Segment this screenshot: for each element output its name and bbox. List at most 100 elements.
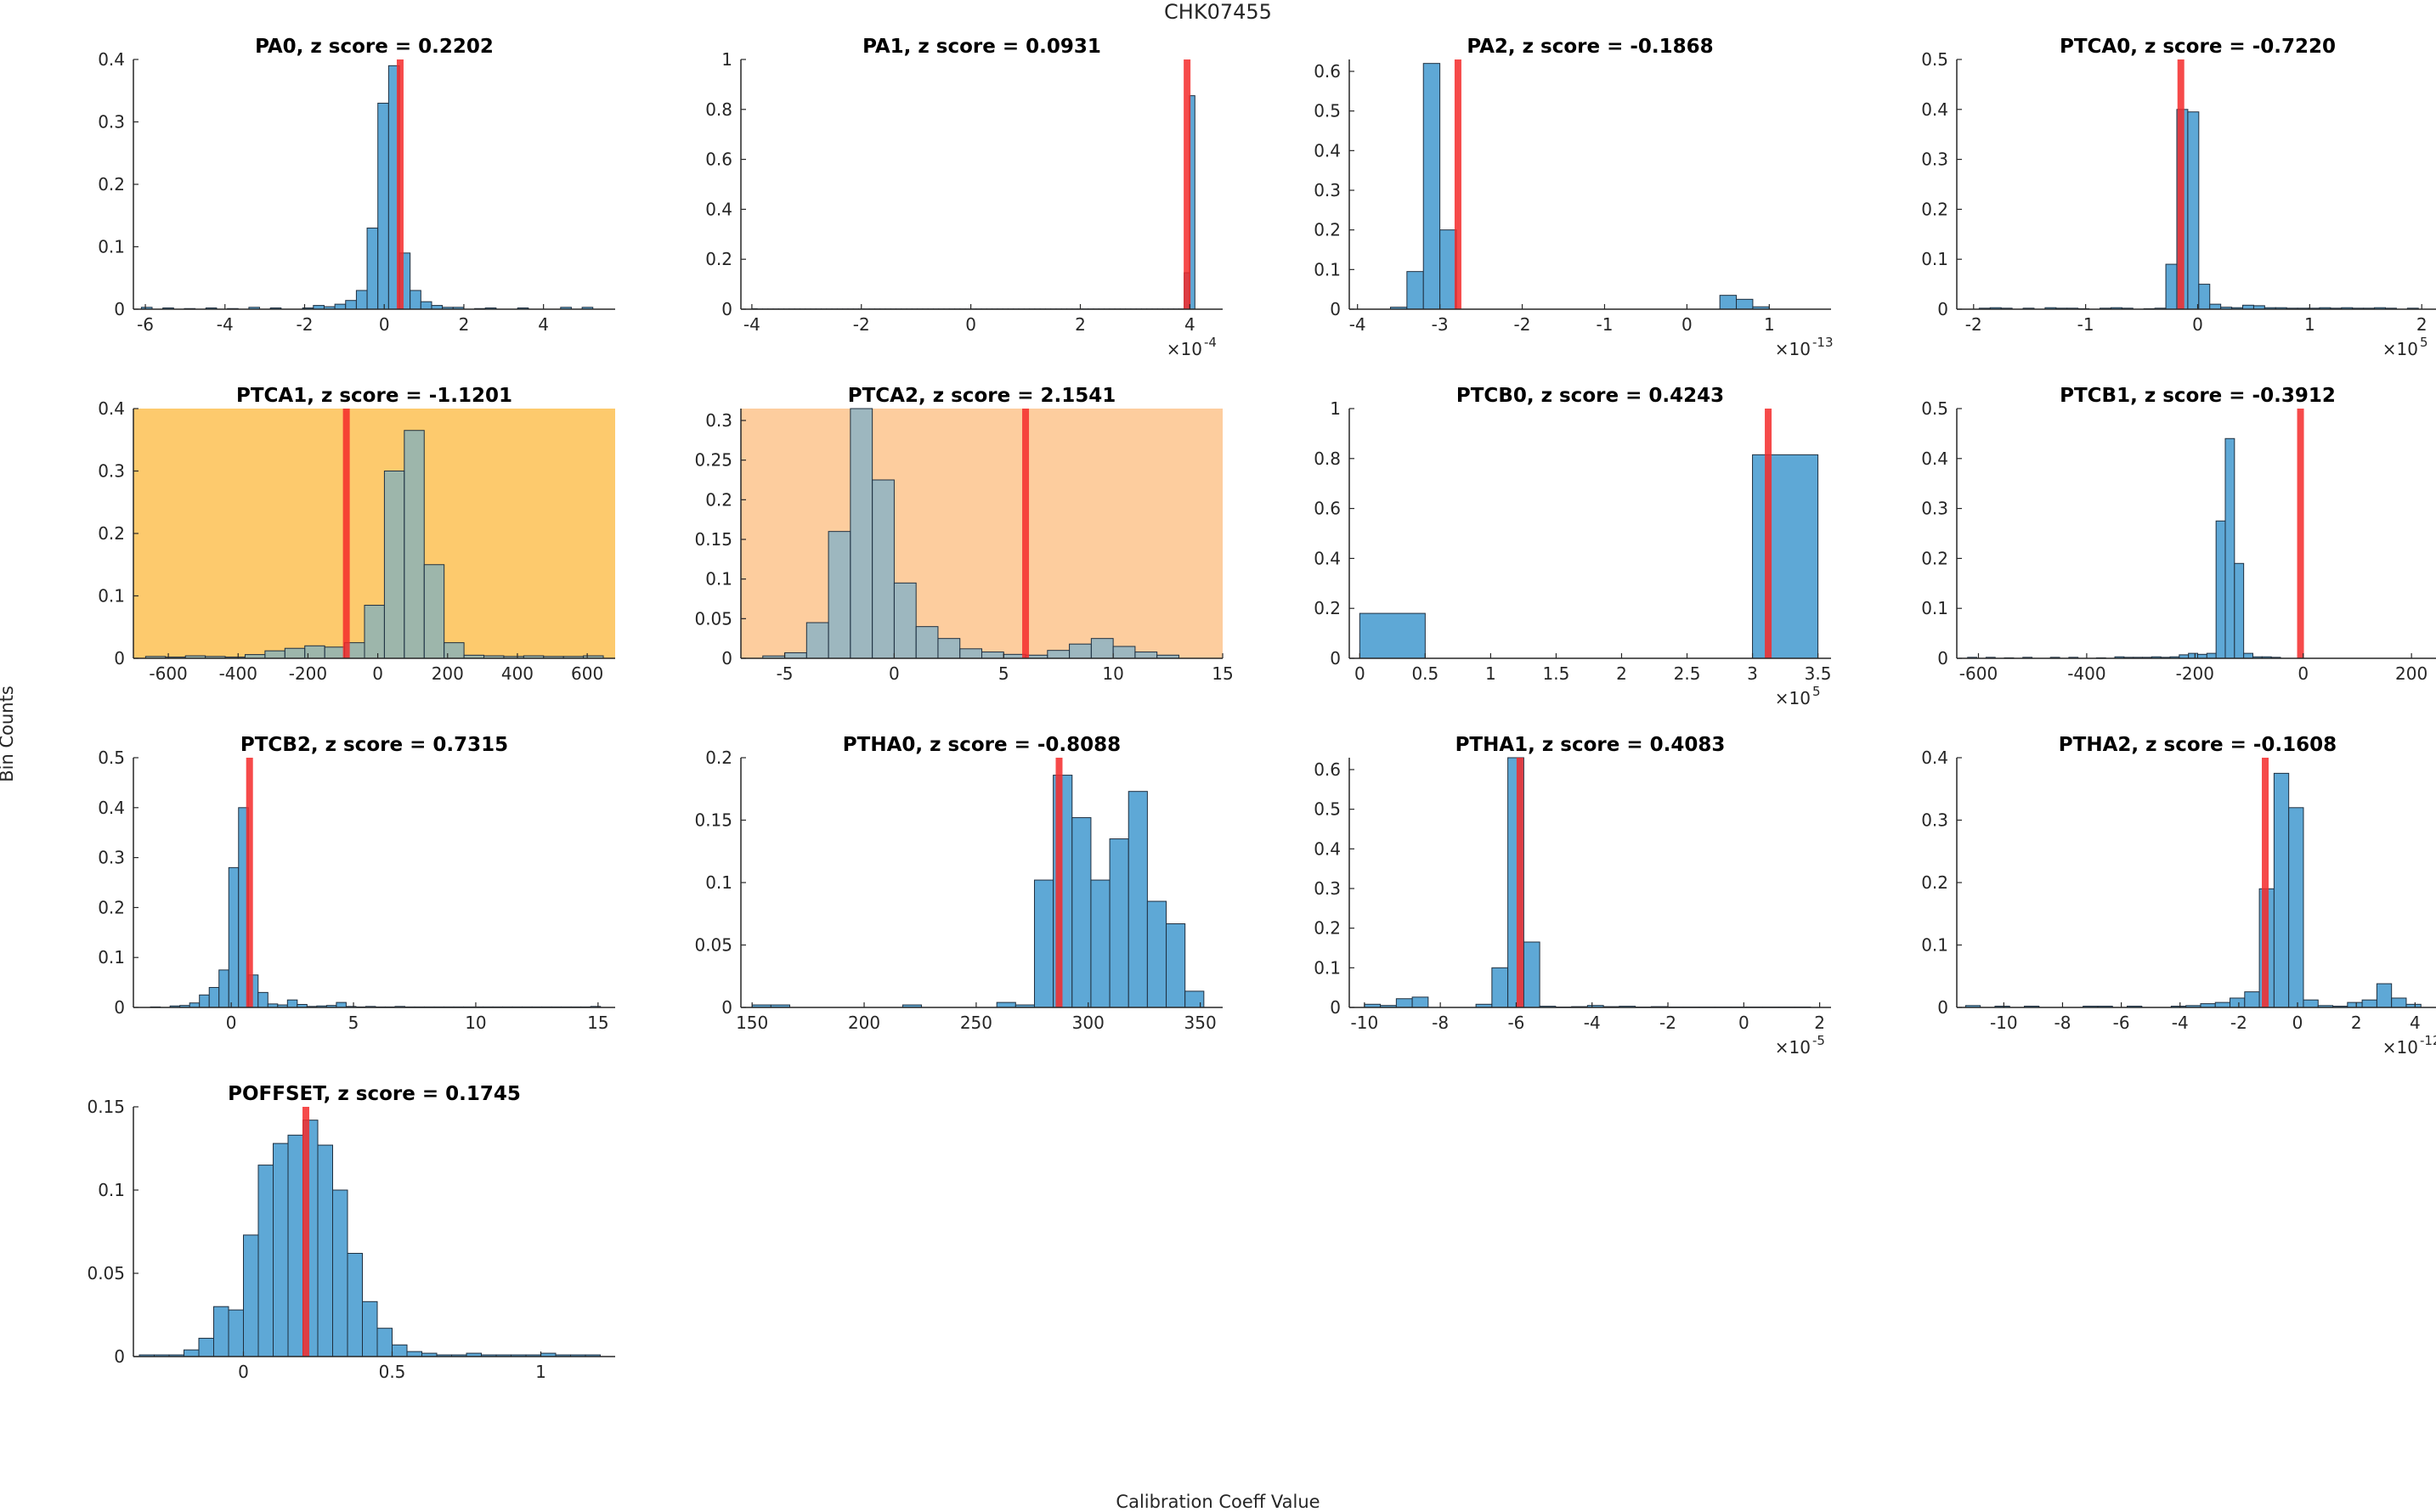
y-tick-label: 0.4 [1921, 99, 1948, 120]
histogram-bar [214, 1306, 229, 1357]
value-marker [343, 409, 350, 658]
histogram-bar [1423, 64, 1439, 309]
histogram-bar [2189, 653, 2198, 658]
y-tick-label: 0.6 [1314, 499, 1341, 519]
subplot-title: PA2, z score = -0.1868 [1467, 36, 1713, 58]
x-tick-label: 4 [538, 314, 549, 335]
x-tick-label: -4 [2172, 1013, 2189, 1033]
axis-multiplier: ×10 [1775, 688, 1811, 708]
y-tick-label: 0.3 [1314, 180, 1341, 200]
histogram-bar [916, 627, 938, 658]
x-tick-label: -4 [1349, 314, 1366, 335]
histogram-bar [997, 1002, 1015, 1007]
histogram-bar [2303, 1000, 2318, 1007]
y-tick-label: 0.1 [98, 586, 125, 606]
x-tick-label: 15 [587, 1013, 608, 1033]
x-tick-label: -2 [853, 314, 870, 335]
y-tick-label: 0.4 [1314, 140, 1341, 161]
x-tick-label: 15 [1212, 663, 1233, 684]
x-tick-label: -1 [2077, 314, 2094, 335]
x-tick-label: 2 [459, 314, 470, 335]
histogram-bar [2166, 264, 2177, 309]
x-tick-label: -4 [743, 314, 760, 335]
histogram-bar [2216, 521, 2225, 658]
y-tick-label: 0.5 [1314, 799, 1341, 820]
histogram-bar [219, 970, 229, 1007]
y-tick-label: 0.3 [98, 848, 125, 868]
histogram-bar [274, 1143, 289, 1357]
subplot-title: PTCB0, z score = 0.4243 [1456, 385, 1724, 407]
histogram-bar [318, 1145, 333, 1357]
histogram-bar [828, 532, 851, 658]
x-tick-label: 2 [2351, 1013, 2362, 1033]
subplot-title: PTCA2, z score = 2.1541 [848, 385, 1116, 407]
y-tick-label: 0.4 [1314, 838, 1341, 859]
histogram-bar [1147, 901, 1166, 1007]
y-tick-label: 0.5 [1314, 101, 1341, 121]
histogram-bar [407, 1351, 422, 1357]
x-tick-label: 200 [848, 1013, 880, 1033]
histogram-bar [404, 431, 424, 658]
histogram-bar [1048, 651, 1070, 658]
subplot-title: PTCB1, z score = -0.3912 [2060, 385, 2336, 407]
histogram-bar [894, 583, 916, 658]
x-tick-label: -2 [1659, 1013, 1676, 1033]
x-tick-label: 2 [1616, 663, 1627, 684]
value-marker [1055, 758, 1062, 1007]
y-tick-label: 0.8 [705, 99, 732, 120]
subplot-title: PTHA2, z score = -0.1608 [2059, 734, 2337, 756]
histogram-bar [229, 867, 239, 1007]
y-tick-label: 0.2 [1921, 872, 1948, 893]
histogram-bar [1110, 839, 1128, 1007]
x-tick-label: -8 [1432, 1013, 1449, 1033]
y-tick-label: 1 [721, 49, 732, 70]
y-tick-label: 0 [721, 299, 732, 319]
histogram-bar [785, 652, 807, 658]
y-tick-label: 0.1 [98, 947, 125, 968]
histogram-bar [348, 1253, 363, 1357]
y-tick-label: 0.3 [1921, 150, 1948, 170]
y-tick-label: 0 [114, 299, 125, 319]
histogram-bar [287, 1000, 297, 1007]
subplot-title: PA0, z score = 0.2202 [255, 36, 494, 58]
y-tick-label: 0.2 [98, 523, 125, 544]
axis-multiplier: ×10 [2382, 1037, 2418, 1058]
histogram-bar [1072, 818, 1091, 1007]
histogram-bar [1407, 272, 1423, 309]
x-tick-label: 0 [2292, 1013, 2303, 1033]
y-tick-label: 0.2 [1314, 918, 1341, 939]
y-tick-label: 0.05 [87, 1263, 125, 1284]
x-tick-label: 0.5 [379, 1362, 406, 1382]
histogram-bar [1128, 792, 1147, 1007]
subplot-title: POFFSET, z score = 0.1745 [228, 1083, 521, 1105]
histogram-bar [333, 1190, 348, 1357]
y-tick-label: 1 [1330, 398, 1341, 419]
histogram-bar [1091, 639, 1113, 658]
y-tick-label: 0.2 [1314, 598, 1341, 618]
axis-multiplier: ×10 [1167, 339, 1202, 359]
histogram-bar [1753, 454, 1818, 658]
subplot-title: PTCA0, z score = -0.7220 [2060, 36, 2336, 58]
x-tick-label: 0 [965, 314, 976, 335]
y-tick-label: 0.4 [98, 798, 125, 818]
x-tick-label: -2 [1965, 314, 1982, 335]
axis-multiplier: ×10 [2382, 339, 2418, 359]
y-tick-label: 0.05 [694, 608, 732, 629]
y-tick-label: 0.3 [98, 461, 125, 482]
x-tick-label: 300 [1072, 1013, 1105, 1033]
x-tick-label: -200 [289, 663, 327, 684]
y-tick-label: 0 [721, 997, 732, 1018]
histogram-bar [258, 992, 268, 1007]
y-tick-label: 0 [1937, 299, 1948, 319]
y-tick-label: 0.1 [1921, 935, 1948, 956]
histogram-bar [2235, 563, 2244, 658]
histogram-bar [2207, 653, 2216, 658]
x-tick-label: -5 [777, 663, 794, 684]
y-tick-label: 0 [1937, 997, 1948, 1018]
